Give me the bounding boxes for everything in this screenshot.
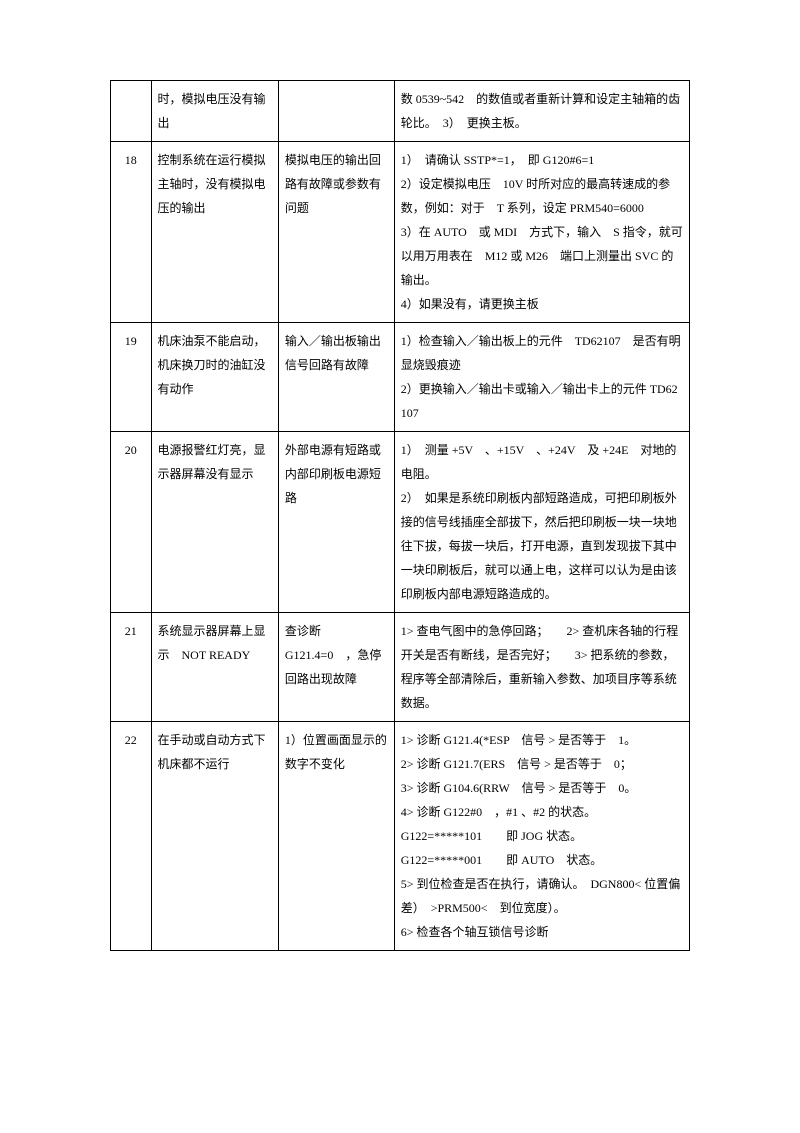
table-body: 时，模拟电压没有输出 数 0539~542 的数值或者重新计算和设定主轴箱的齿轮比… — [111, 81, 690, 951]
row-number: 22 — [111, 722, 152, 951]
solution-cell: 1）检查输入／输出板上的元件 TD62107 是否有明显烧毁痕迹 2）更换输入／… — [394, 323, 689, 432]
solution-cell: 1） 测量 +5V 、+15V 、+24V 及 +24E 对地的电阻。 2） 如… — [394, 432, 689, 613]
solution-cell: 1） 请确认 SSTP*=1， 即 G120#6=1 2）设定模拟电压 10V … — [394, 142, 689, 323]
symptom-cell: 在手动或自动方式下机床都不运行 — [151, 722, 278, 951]
cause-cell — [278, 81, 394, 142]
table-row: 22在手动或自动方式下机床都不运行1）位置画面显示的数字不变化1> 诊断 G12… — [111, 722, 690, 951]
cause-cell: 1）位置画面显示的数字不变化 — [278, 722, 394, 951]
row-number: 20 — [111, 432, 152, 613]
symptom-cell: 电源报警红灯亮，显示器屏幕没有显示 — [151, 432, 278, 613]
troubleshooting-table: 时，模拟电压没有输出 数 0539~542 的数值或者重新计算和设定主轴箱的齿轮比… — [110, 80, 690, 951]
symptom-cell: 系统显示器屏幕上显示 NOT READY — [151, 613, 278, 722]
cause-cell: 模拟电压的输出回路有故障或参数有问题 — [278, 142, 394, 323]
symptom-cell: 时，模拟电压没有输出 — [151, 81, 278, 142]
solution-cell: 数 0539~542 的数值或者重新计算和设定主轴箱的齿轮比。 3） 更换主板。 — [394, 81, 689, 142]
row-number: 19 — [111, 323, 152, 432]
row-number: 18 — [111, 142, 152, 323]
solution-cell: 1> 查电气图中的急停回路； 2> 查机床各轴的行程开关是否有断线，是否完好； … — [394, 613, 689, 722]
table-row: 19机床油泵不能启动，机床换刀时的油缸没有动作输入／输出板输出信号回路有故障1）… — [111, 323, 690, 432]
symptom-cell: 机床油泵不能启动，机床换刀时的油缸没有动作 — [151, 323, 278, 432]
table-row: 时，模拟电压没有输出 数 0539~542 的数值或者重新计算和设定主轴箱的齿轮比… — [111, 81, 690, 142]
row-number — [111, 81, 152, 142]
cause-cell: 输入／输出板输出信号回路有故障 — [278, 323, 394, 432]
table-row: 18控制系统在运行模拟主轴时，没有模拟电压的输出模拟电压的输出回路有故障或参数有… — [111, 142, 690, 323]
table-row: 20电源报警红灯亮，显示器屏幕没有显示外部电源有短路或内部印刷板电源短路1） 测… — [111, 432, 690, 613]
cause-cell: 外部电源有短路或内部印刷板电源短路 — [278, 432, 394, 613]
symptom-cell: 控制系统在运行模拟主轴时，没有模拟电压的输出 — [151, 142, 278, 323]
solution-cell: 1> 诊断 G121.4(*ESP 信号 > 是否等于 1。 2> 诊断 G12… — [394, 722, 689, 951]
table-row: 21系统显示器屏幕上显示 NOT READY查诊断 G121.4=0 ，急停回路… — [111, 613, 690, 722]
cause-cell: 查诊断 G121.4=0 ，急停回路出现故障 — [278, 613, 394, 722]
row-number: 21 — [111, 613, 152, 722]
